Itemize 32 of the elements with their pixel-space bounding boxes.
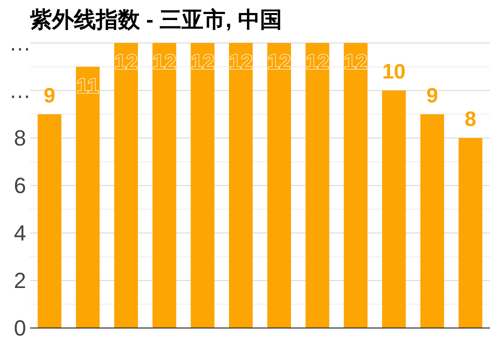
- data-label: 12: [344, 51, 368, 74]
- bar: [458, 138, 482, 328]
- data-label: 12: [229, 51, 253, 74]
- data-label: 12: [190, 51, 214, 74]
- bar: [76, 66, 100, 328]
- data-label: 11: [76, 74, 100, 98]
- data-label: 9: [426, 84, 438, 108]
- chart-title: 紫外线指数 - 三亚市, 中国: [29, 7, 282, 32]
- bar: [344, 43, 368, 328]
- data-label: 12: [267, 51, 291, 74]
- bar: [190, 43, 214, 328]
- data-label: 12: [114, 51, 138, 74]
- bar: [267, 43, 291, 328]
- data-label: 10: [382, 60, 406, 84]
- y-tick-label: …: [9, 78, 31, 104]
- data-label: 12: [152, 51, 176, 74]
- y-tick-label: 8: [14, 126, 26, 151]
- y-tick-label: 0: [14, 316, 26, 341]
- data-label: 12: [306, 51, 330, 74]
- bar: [229, 43, 253, 328]
- bar: [114, 43, 138, 328]
- y-tick-label: 4: [14, 220, 26, 246]
- data-label: 9: [44, 84, 56, 108]
- y-tick-label: …: [9, 30, 31, 56]
- bar: [38, 114, 62, 328]
- bar: [382, 90, 406, 328]
- y-tick-label: 6: [14, 173, 26, 198]
- y-tick-label: 2: [14, 268, 26, 294]
- bar: [306, 43, 330, 328]
- data-label: 8: [464, 108, 477, 131]
- bar: [152, 43, 176, 328]
- bar: [420, 114, 444, 328]
